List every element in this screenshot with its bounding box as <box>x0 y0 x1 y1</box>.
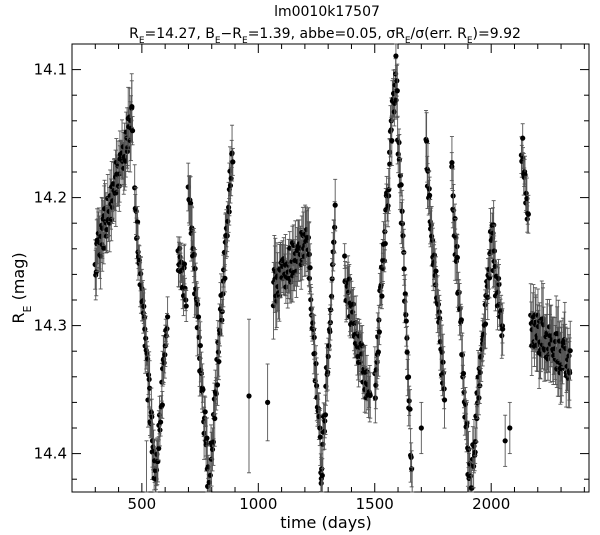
y-axis-label: RE (mag) <box>9 252 34 323</box>
data-point <box>500 302 506 356</box>
data-point <box>507 401 513 455</box>
data-point <box>217 321 223 347</box>
y-tick-label: 14.1 <box>34 61 67 79</box>
chart-subtitle: RE=14.27, BE−RE=1.39, abbe=0.05, σRE/σ(e… <box>129 26 521 46</box>
x-tick-label: 1000 <box>239 495 277 513</box>
data-point <box>183 290 189 323</box>
data-point <box>313 345 319 382</box>
ticks-layer: 500 1000 1500 2000 14.1 14.2 14.3 14.4 <box>34 43 589 513</box>
data-layer <box>92 43 573 493</box>
data-point <box>567 320 573 381</box>
data-point <box>436 300 443 337</box>
y-tick-label: 14.3 <box>34 317 67 335</box>
data-point <box>431 241 437 269</box>
data-point <box>200 376 206 403</box>
data-point <box>328 295 334 324</box>
data-point <box>367 372 373 419</box>
data-point <box>502 414 508 467</box>
x-tick-label: 2000 <box>472 495 510 513</box>
data-point <box>460 351 467 396</box>
data-point <box>523 175 529 211</box>
data-point <box>195 297 202 337</box>
data-point <box>375 327 381 377</box>
data-point <box>437 312 443 371</box>
data-point <box>319 458 325 493</box>
data-point <box>441 371 448 429</box>
data-point <box>332 201 338 254</box>
y-tick-label: 14.4 <box>34 445 67 463</box>
data-point <box>129 116 136 146</box>
data-point <box>427 176 433 215</box>
data-point <box>222 264 228 293</box>
data-point <box>322 403 328 439</box>
data-point <box>346 264 352 295</box>
data-point <box>423 112 430 171</box>
data-point <box>389 115 395 166</box>
data-point <box>399 199 406 249</box>
chart-title: lm0010k17507 <box>274 4 380 20</box>
data-point <box>418 401 424 455</box>
data-point <box>400 221 406 250</box>
data-point <box>464 401 470 445</box>
x-tick-label: 500 <box>128 495 157 513</box>
data-point <box>404 334 410 370</box>
data-point <box>397 157 403 194</box>
data-point <box>376 318 382 346</box>
data-point <box>157 413 163 447</box>
data-point <box>307 243 313 292</box>
data-point <box>162 330 168 379</box>
data-point <box>246 318 252 474</box>
data-point <box>265 363 271 442</box>
data-point <box>227 167 234 204</box>
data-point <box>433 256 439 286</box>
data-point <box>229 124 235 182</box>
data-point <box>159 390 165 419</box>
x-axis-label: time (days) <box>280 513 371 532</box>
data-point <box>181 243 188 285</box>
data-point <box>332 178 338 232</box>
data-point <box>214 363 221 406</box>
data-point <box>458 306 464 334</box>
plot-frame <box>71 43 590 493</box>
data-point <box>328 281 335 311</box>
data-point <box>202 396 208 428</box>
data-point <box>525 194 531 234</box>
data-point <box>402 274 408 314</box>
y-tick-label: 14.2 <box>34 189 67 207</box>
data-point <box>165 296 171 338</box>
data-point <box>410 466 415 493</box>
x-tick-label: 1500 <box>356 495 394 513</box>
data-point <box>144 440 149 493</box>
data-point <box>216 343 222 381</box>
data-point <box>230 147 236 176</box>
